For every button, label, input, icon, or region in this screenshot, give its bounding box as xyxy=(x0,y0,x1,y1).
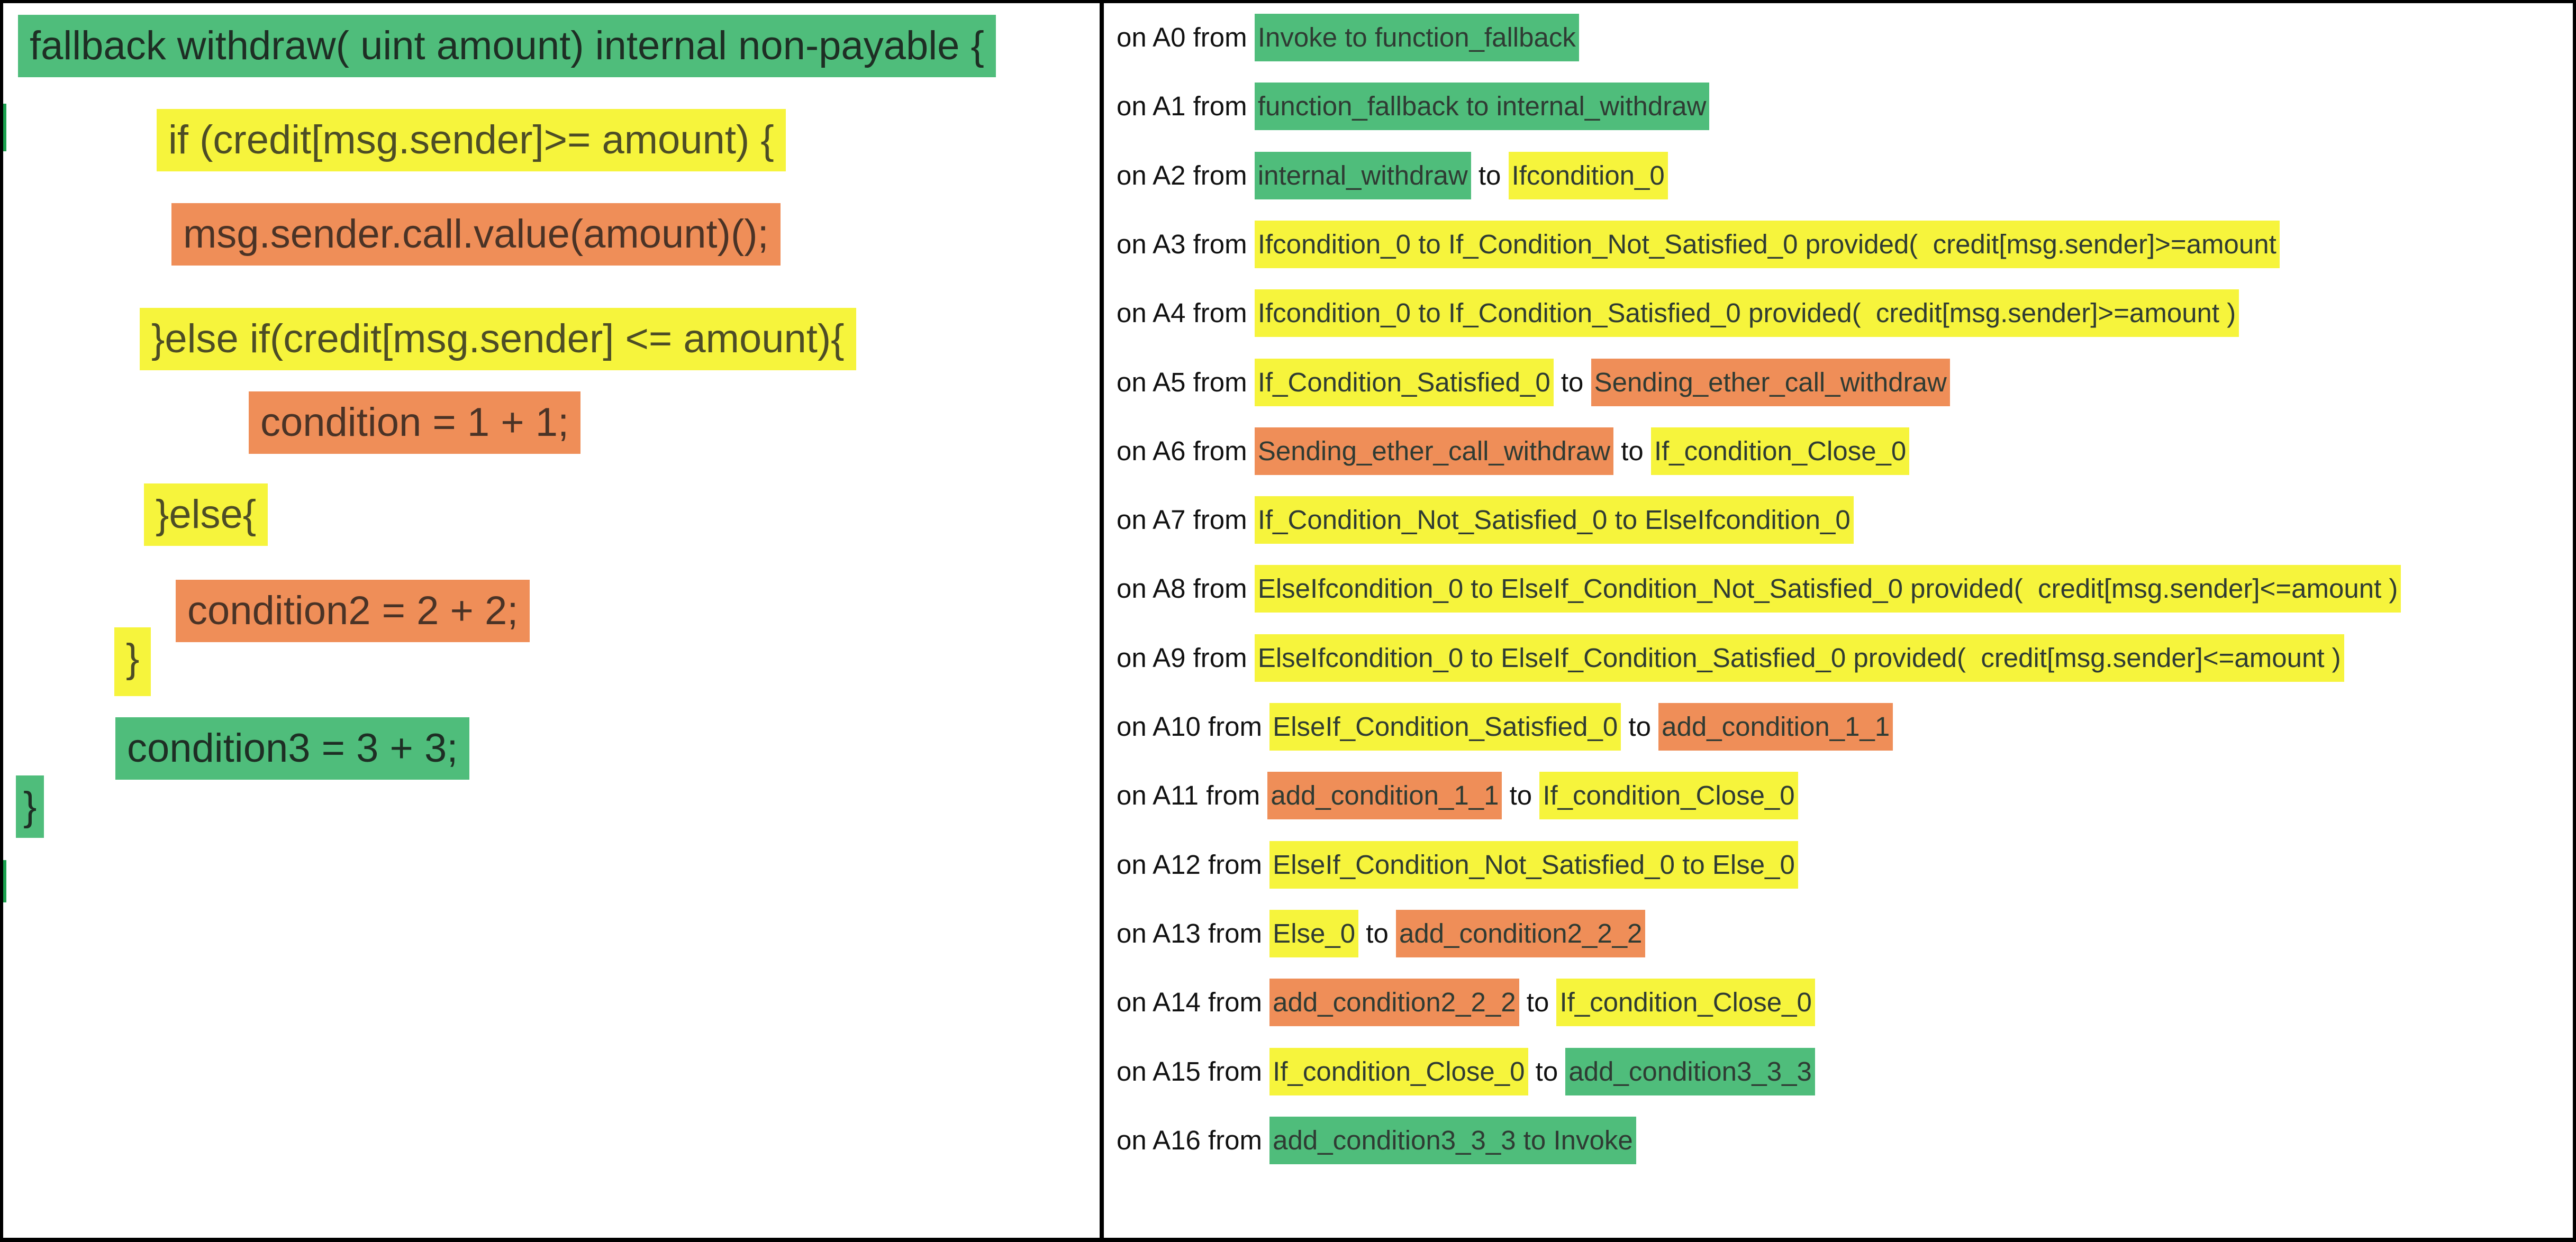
transition-highlight: add_condition_1_1 xyxy=(1658,703,1893,751)
code-line-close-brace-outer: } xyxy=(16,775,44,838)
transition-highlight: If_Condition_Satisfied_0 xyxy=(1254,359,1554,406)
transition-row: on A14 from add_condition2_2_2 to If_con… xyxy=(1117,979,1815,1026)
transition-row: on A4 from Ifcondition_0 to If_Condition… xyxy=(1117,289,2239,337)
transition-row: on A2 from internal_withdraw to Ifcondit… xyxy=(1117,152,1668,199)
transition-row: on A5 from If_Condition_Satisfied_0 to S… xyxy=(1117,359,1950,406)
transition-highlight: If_condition_Close_0 xyxy=(1556,979,1815,1026)
transition-row: on A3 from Ifcondition_0 to If_Condition… xyxy=(1117,221,2280,268)
transition-highlight: Ifcondition_0 xyxy=(1508,152,1668,199)
transition-connector: to xyxy=(1528,1056,1566,1086)
transition-highlight: ElseIf_Condition_Not_Satisfied_0 to Else… xyxy=(1269,841,1798,889)
transition-label: on A0 from xyxy=(1117,22,1255,52)
transition-row: on A15 from If_condition_Close_0 to add_… xyxy=(1117,1048,1815,1095)
transition-row: on A13 from Else_0 to add_condition2_2_2 xyxy=(1117,910,1646,957)
transition-connector: to xyxy=(1621,711,1659,742)
transition-row: on A6 from Sending_ether_call_withdraw t… xyxy=(1117,427,1910,475)
transition-connector: to xyxy=(1519,987,1557,1017)
transition-highlight: If_condition_Close_0 xyxy=(1650,427,1910,475)
transition-connector: to xyxy=(1358,918,1396,948)
transition-row: on A9 from ElseIfcondition_0 to ElseIf_C… xyxy=(1117,634,2344,682)
transition-label: on A3 from xyxy=(1117,229,1255,259)
transition-highlight: Sending_ether_call_withdraw xyxy=(1254,427,1614,475)
transition-label: on A14 from xyxy=(1117,987,1270,1017)
transition-label: on A15 from xyxy=(1117,1056,1270,1086)
transition-highlight: function_fallback to internal_withdraw xyxy=(1254,83,1710,130)
code-line-else-if: }else if(credit[msg.sender] <= amount){ xyxy=(140,308,856,370)
transition-highlight: ElseIfcondition_0 to ElseIf_Condition_No… xyxy=(1254,565,2401,613)
transition-label: on A4 from xyxy=(1117,298,1255,328)
transition-label: on A8 from xyxy=(1117,573,1255,604)
transition-row: on A0 from Invoke to function_fallback xyxy=(1117,14,1579,61)
transition-row: on A10 from ElseIf_Condition_Satisfied_0… xyxy=(1117,703,1893,751)
transition-highlight: Sending_ether_call_withdraw xyxy=(1591,359,1950,406)
transition-connector: to xyxy=(1613,436,1651,466)
edge-marker xyxy=(3,104,6,151)
transition-connector: to xyxy=(1553,367,1591,397)
transition-connector: to xyxy=(1502,780,1540,810)
transition-highlight: Ifcondition_0 to If_Condition_Satisfied_… xyxy=(1254,289,2239,337)
transition-label: on A12 from xyxy=(1117,850,1270,880)
transition-highlight: ElseIf_Condition_Satisfied_0 xyxy=(1269,703,1621,751)
transition-highlight: internal_withdraw xyxy=(1254,152,1471,199)
transition-label: on A13 from xyxy=(1117,918,1270,948)
transition-highlight: Invoke to function_fallback xyxy=(1254,14,1579,61)
transition-highlight: If_condition_Close_0 xyxy=(1539,772,1798,819)
code-line-if: if (credit[msg.sender]>= amount) { xyxy=(157,109,786,171)
transition-label: on A10 from xyxy=(1117,711,1270,742)
transition-label: on A16 from xyxy=(1117,1125,1270,1155)
transition-row: on A11 from add_condition_1_1 to If_cond… xyxy=(1117,772,1798,819)
transition-connector: to xyxy=(1471,160,1509,190)
transition-row: on A16 from add_condition3_3_3 to Invoke xyxy=(1117,1117,1636,1164)
transition-row: on A7 from If_Condition_Not_Satisfied_0 … xyxy=(1117,496,1854,544)
transition-highlight: add_condition_1_1 xyxy=(1267,772,1502,819)
transition-label: on A7 from xyxy=(1117,505,1255,535)
transition-highlight: If_condition_Close_0 xyxy=(1269,1048,1528,1095)
transition-label: on A6 from xyxy=(1117,436,1255,466)
transition-highlight: Ifcondition_0 to If_Condition_Not_Satisf… xyxy=(1254,221,2280,268)
transition-highlight: add_condition2_2_2 xyxy=(1396,910,1646,957)
transition-label: on A11 from xyxy=(1117,780,1268,810)
transition-label: on A2 from xyxy=(1117,160,1255,190)
code-line-call: msg.sender.call.value(amount)(); xyxy=(171,203,781,266)
transition-highlight: Else_0 xyxy=(1269,910,1359,957)
edge-marker xyxy=(3,860,6,902)
transition-highlight: add_condition3_3_3 to Invoke xyxy=(1269,1117,1636,1164)
transition-row: on A8 from ElseIfcondition_0 to ElseIf_C… xyxy=(1117,565,2401,613)
transition-label: on A5 from xyxy=(1117,367,1255,397)
transition-highlight: add_condition2_2_2 xyxy=(1269,979,1519,1026)
code-line-close-brace-inner: } xyxy=(114,627,151,696)
transition-highlight: add_condition3_3_3 xyxy=(1565,1048,1815,1095)
transition-row: on A1 from function_fallback to internal… xyxy=(1117,83,1710,130)
code-line-condition3: condition3 = 3 + 3; xyxy=(115,717,470,780)
transition-highlight: If_Condition_Not_Satisfied_0 to ElseIfco… xyxy=(1254,496,1854,544)
transition-label: on A1 from xyxy=(1117,91,1255,121)
code-panel: fallback withdraw( uint amount) internal… xyxy=(3,3,1100,1238)
code-line-condition2: condition2 = 2 + 2; xyxy=(176,580,530,642)
transitions-panel: on A0 from Invoke to function_fallback on… xyxy=(1104,3,2573,1238)
code-line-fallback: fallback withdraw( uint amount) internal… xyxy=(18,15,996,77)
code-line-condition: condition = 1 + 1; xyxy=(249,391,581,454)
code-line-else: }else{ xyxy=(144,483,268,546)
transition-highlight: ElseIfcondition_0 to ElseIf_Condition_Sa… xyxy=(1254,634,2344,682)
transition-row: on A12 from ElseIf_Condition_Not_Satisfi… xyxy=(1117,841,1798,889)
transition-label: on A9 from xyxy=(1117,643,1255,673)
